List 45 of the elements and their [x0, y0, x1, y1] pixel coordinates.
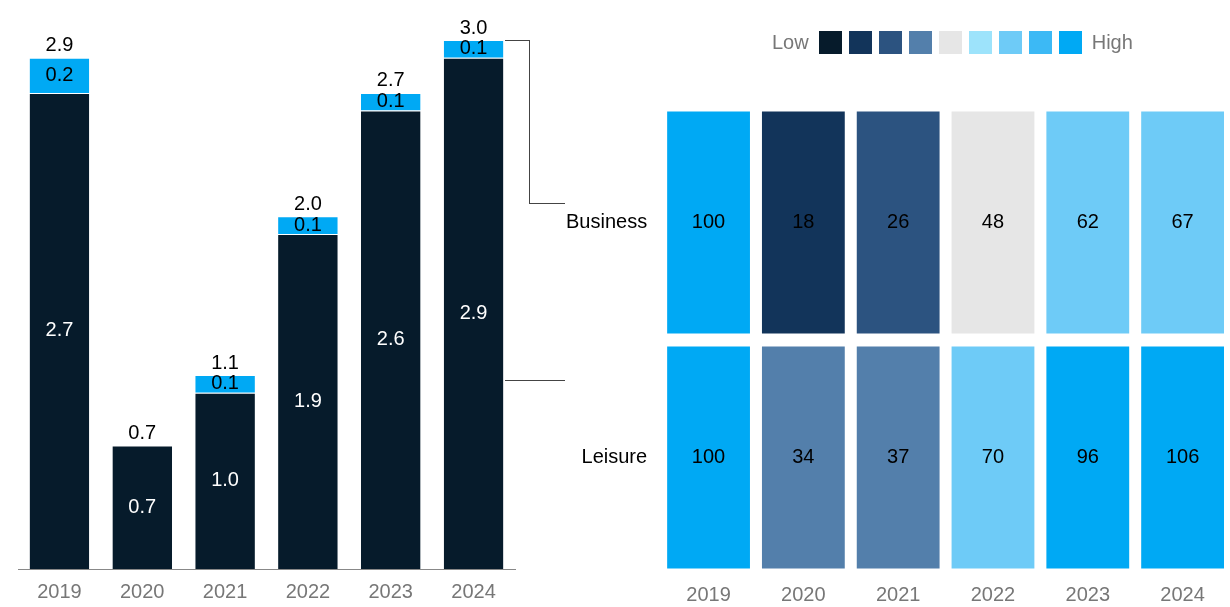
- x-tick-label: 2024: [1160, 582, 1205, 605]
- data-label: 0.1: [376, 89, 405, 112]
- total-label: 2.0: [294, 191, 322, 214]
- data-label: 0.1: [211, 371, 239, 394]
- data-label: 37: [887, 445, 910, 468]
- data-label: 0.7: [128, 494, 157, 517]
- data-label: 18: [792, 210, 815, 233]
- text: High: [1091, 30, 1133, 54]
- total-label: 3.0: [459, 15, 488, 38]
- data-label: 106: [1165, 445, 1200, 468]
- x-tick-label: 2020: [120, 579, 165, 602]
- data-label: 2.9: [459, 300, 488, 323]
- data-label: 1.0: [211, 468, 239, 491]
- x-tick-label: 2024: [451, 579, 496, 602]
- y-tick-label: Business: [566, 210, 648, 233]
- total-label: 0.7: [128, 421, 157, 444]
- x-tick-label: 2020: [781, 582, 826, 605]
- total-label: 2.9: [45, 33, 74, 56]
- x-tick-label: 2023: [368, 579, 413, 602]
- data-label: 0.2: [45, 62, 74, 85]
- data-label: 0.1: [294, 212, 322, 235]
- total-label: 2.7: [376, 68, 405, 91]
- x-tick-label: 2022: [970, 582, 1016, 605]
- x-tick-label: 2021: [202, 579, 248, 602]
- x-tick-label: 2023: [1065, 582, 1111, 605]
- data-label: 67: [1171, 210, 1194, 233]
- data-label: 2.7: [45, 318, 74, 341]
- data-label: 100: [691, 210, 726, 233]
- x-tick-label: 2021: [875, 582, 921, 605]
- y-tick-label: Leisure: [581, 445, 648, 468]
- data-label: 62: [1076, 210, 1099, 233]
- data-label: 96: [1076, 445, 1099, 468]
- data-label: 70: [981, 445, 1005, 468]
- data-label: 48: [981, 210, 1005, 233]
- data-label: 0.1: [459, 36, 488, 59]
- x-tick-label: 2019: [37, 579, 82, 602]
- text: Low: [772, 30, 809, 54]
- data-label: 2.6: [376, 327, 405, 350]
- total-label: 1.1: [211, 350, 239, 373]
- x-tick-label: 2019: [686, 582, 731, 605]
- data-label: 1.9: [294, 389, 322, 411]
- x-tick-label: 2022: [285, 579, 331, 602]
- data-label: 34: [792, 445, 815, 468]
- data-label: 100: [691, 445, 726, 468]
- data-label: 26: [887, 210, 910, 233]
